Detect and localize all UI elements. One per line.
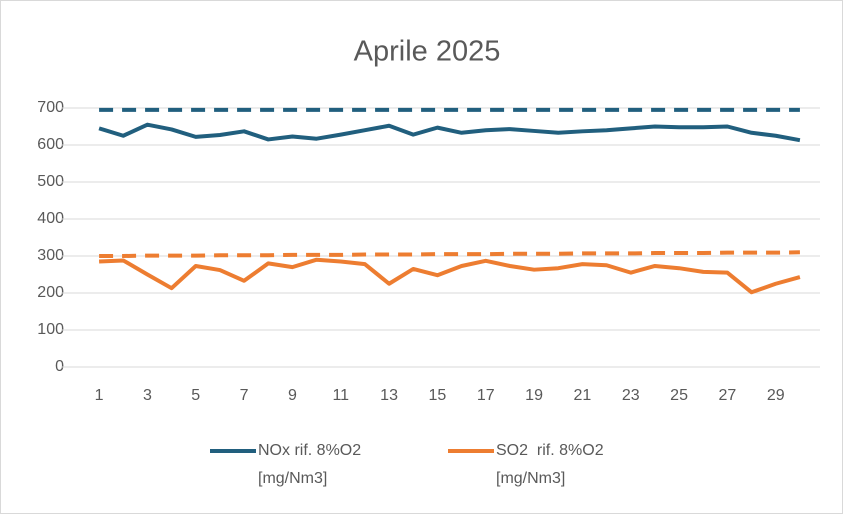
x-tick-label: 17: [477, 387, 495, 404]
series-line: [98, 122, 801, 143]
y-tick-label: 700: [37, 99, 64, 116]
reference-line: [99, 250, 800, 258]
y-tick-label: 500: [37, 173, 64, 190]
x-tick-label: 27: [719, 387, 737, 404]
x-tick-label: 3: [143, 387, 152, 404]
x-tick-label: 9: [288, 387, 297, 404]
x-tick-label: 25: [670, 387, 688, 404]
series-line: [98, 257, 801, 295]
x-tick-label: 13: [380, 387, 398, 404]
y-tick-label: 100: [37, 321, 64, 338]
y-tick-label: 300: [37, 247, 64, 264]
legend-label: SO2 rif. 8%O2 [mg/Nm3]: [496, 442, 609, 487]
y-tick-label: 200: [37, 284, 64, 301]
x-tick-label: 11: [332, 387, 349, 404]
legend-label: NOx rif. 8%O2 [mg/Nm3]: [258, 442, 366, 487]
x-tick-label: 1: [95, 387, 104, 404]
x-tick-label: 29: [767, 387, 785, 404]
x-tick-label: 15: [429, 387, 447, 404]
x-tick-label: 7: [240, 387, 249, 404]
x-tick-label: 21: [574, 387, 592, 404]
x-tick-label: 19: [525, 387, 543, 404]
x-tick-label: 23: [622, 387, 640, 404]
y-tick-label: 0: [55, 358, 64, 375]
y-tick-label: 400: [37, 210, 64, 227]
y-tick-label: 600: [37, 136, 64, 153]
x-tick-label: 5: [191, 387, 200, 404]
chart-title: Aprile 2025: [354, 36, 501, 68]
